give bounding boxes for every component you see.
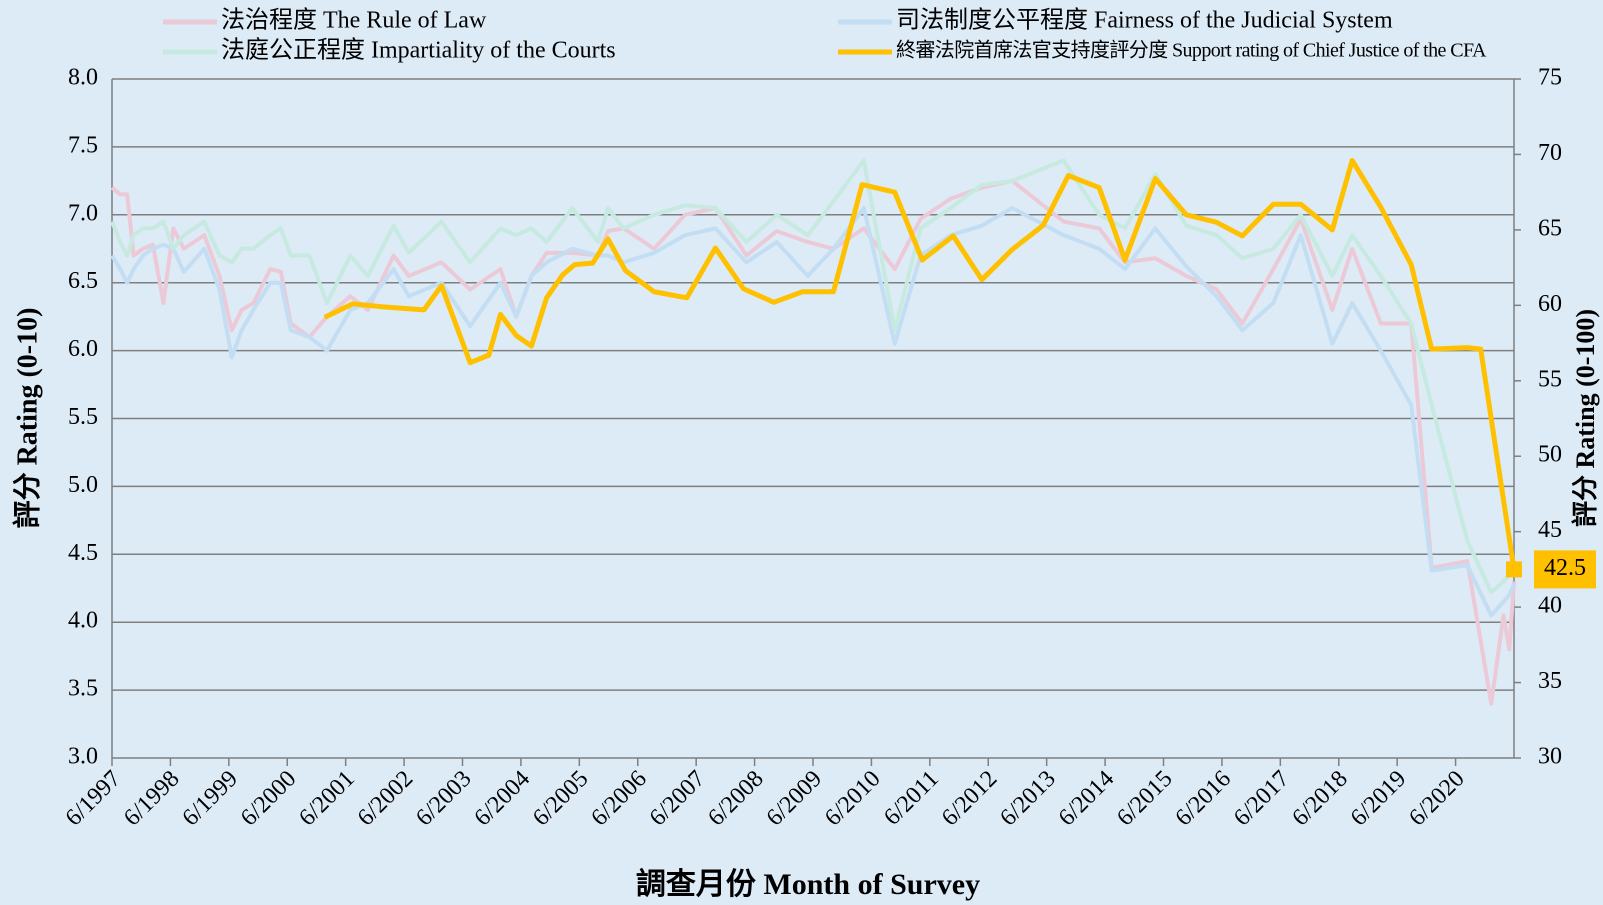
y-tick-label: 3.5 bbox=[68, 676, 98, 702]
end-marker bbox=[1506, 561, 1522, 578]
y-tick-label: 8.0 bbox=[68, 65, 98, 91]
legend-label: 法庭公正程度 Impartiality of the Courts bbox=[221, 37, 616, 64]
y-axis-title: 評分 Rating (0-10) bbox=[10, 308, 43, 529]
legend-label: 司法制度公平程度 Fairness of the Judicial System bbox=[896, 7, 1393, 34]
y2-tick-label: 75 bbox=[1538, 65, 1562, 91]
y-tick-label: 4.0 bbox=[68, 608, 98, 634]
y2-tick-label: 30 bbox=[1538, 744, 1562, 770]
series-line bbox=[110, 158, 1516, 595]
legend-label: 法治程度 The Rule of Law bbox=[221, 7, 487, 34]
series-line bbox=[323, 157, 1517, 570]
y-tick-label: 5.5 bbox=[68, 404, 98, 430]
y-tick-label: 3.0 bbox=[68, 744, 98, 770]
y-tick-label: 7.5 bbox=[68, 132, 98, 158]
end-label-box bbox=[1534, 550, 1596, 589]
y-tick-label: 4.5 bbox=[68, 540, 98, 566]
y2-tick-label: 70 bbox=[1538, 140, 1562, 166]
y2-axis-title: 評分 Rating (0-100) bbox=[1570, 309, 1600, 527]
y2-tick-label: 40 bbox=[1538, 593, 1562, 619]
y2-tick-label: 55 bbox=[1538, 366, 1562, 392]
y2-tick-label: 45 bbox=[1538, 517, 1562, 543]
y2-tick-label: 60 bbox=[1538, 291, 1562, 317]
legend-label: 終審法院首席法官支持度評分度 Support rating of Chief J… bbox=[896, 39, 1487, 62]
y2-tick-label: 35 bbox=[1538, 668, 1562, 694]
x-axis-title: 調查月份 Month of Survey bbox=[636, 868, 980, 901]
y-tick-label: 5.0 bbox=[68, 472, 98, 498]
y2-tick-label: 65 bbox=[1538, 215, 1562, 241]
y-tick-label: 6.5 bbox=[68, 268, 98, 294]
y-tick-label: 7.0 bbox=[68, 200, 98, 226]
end-label: 42.5 bbox=[1544, 555, 1586, 581]
y-tick-label: 6.0 bbox=[68, 336, 98, 362]
y2-tick-label: 50 bbox=[1538, 442, 1562, 468]
